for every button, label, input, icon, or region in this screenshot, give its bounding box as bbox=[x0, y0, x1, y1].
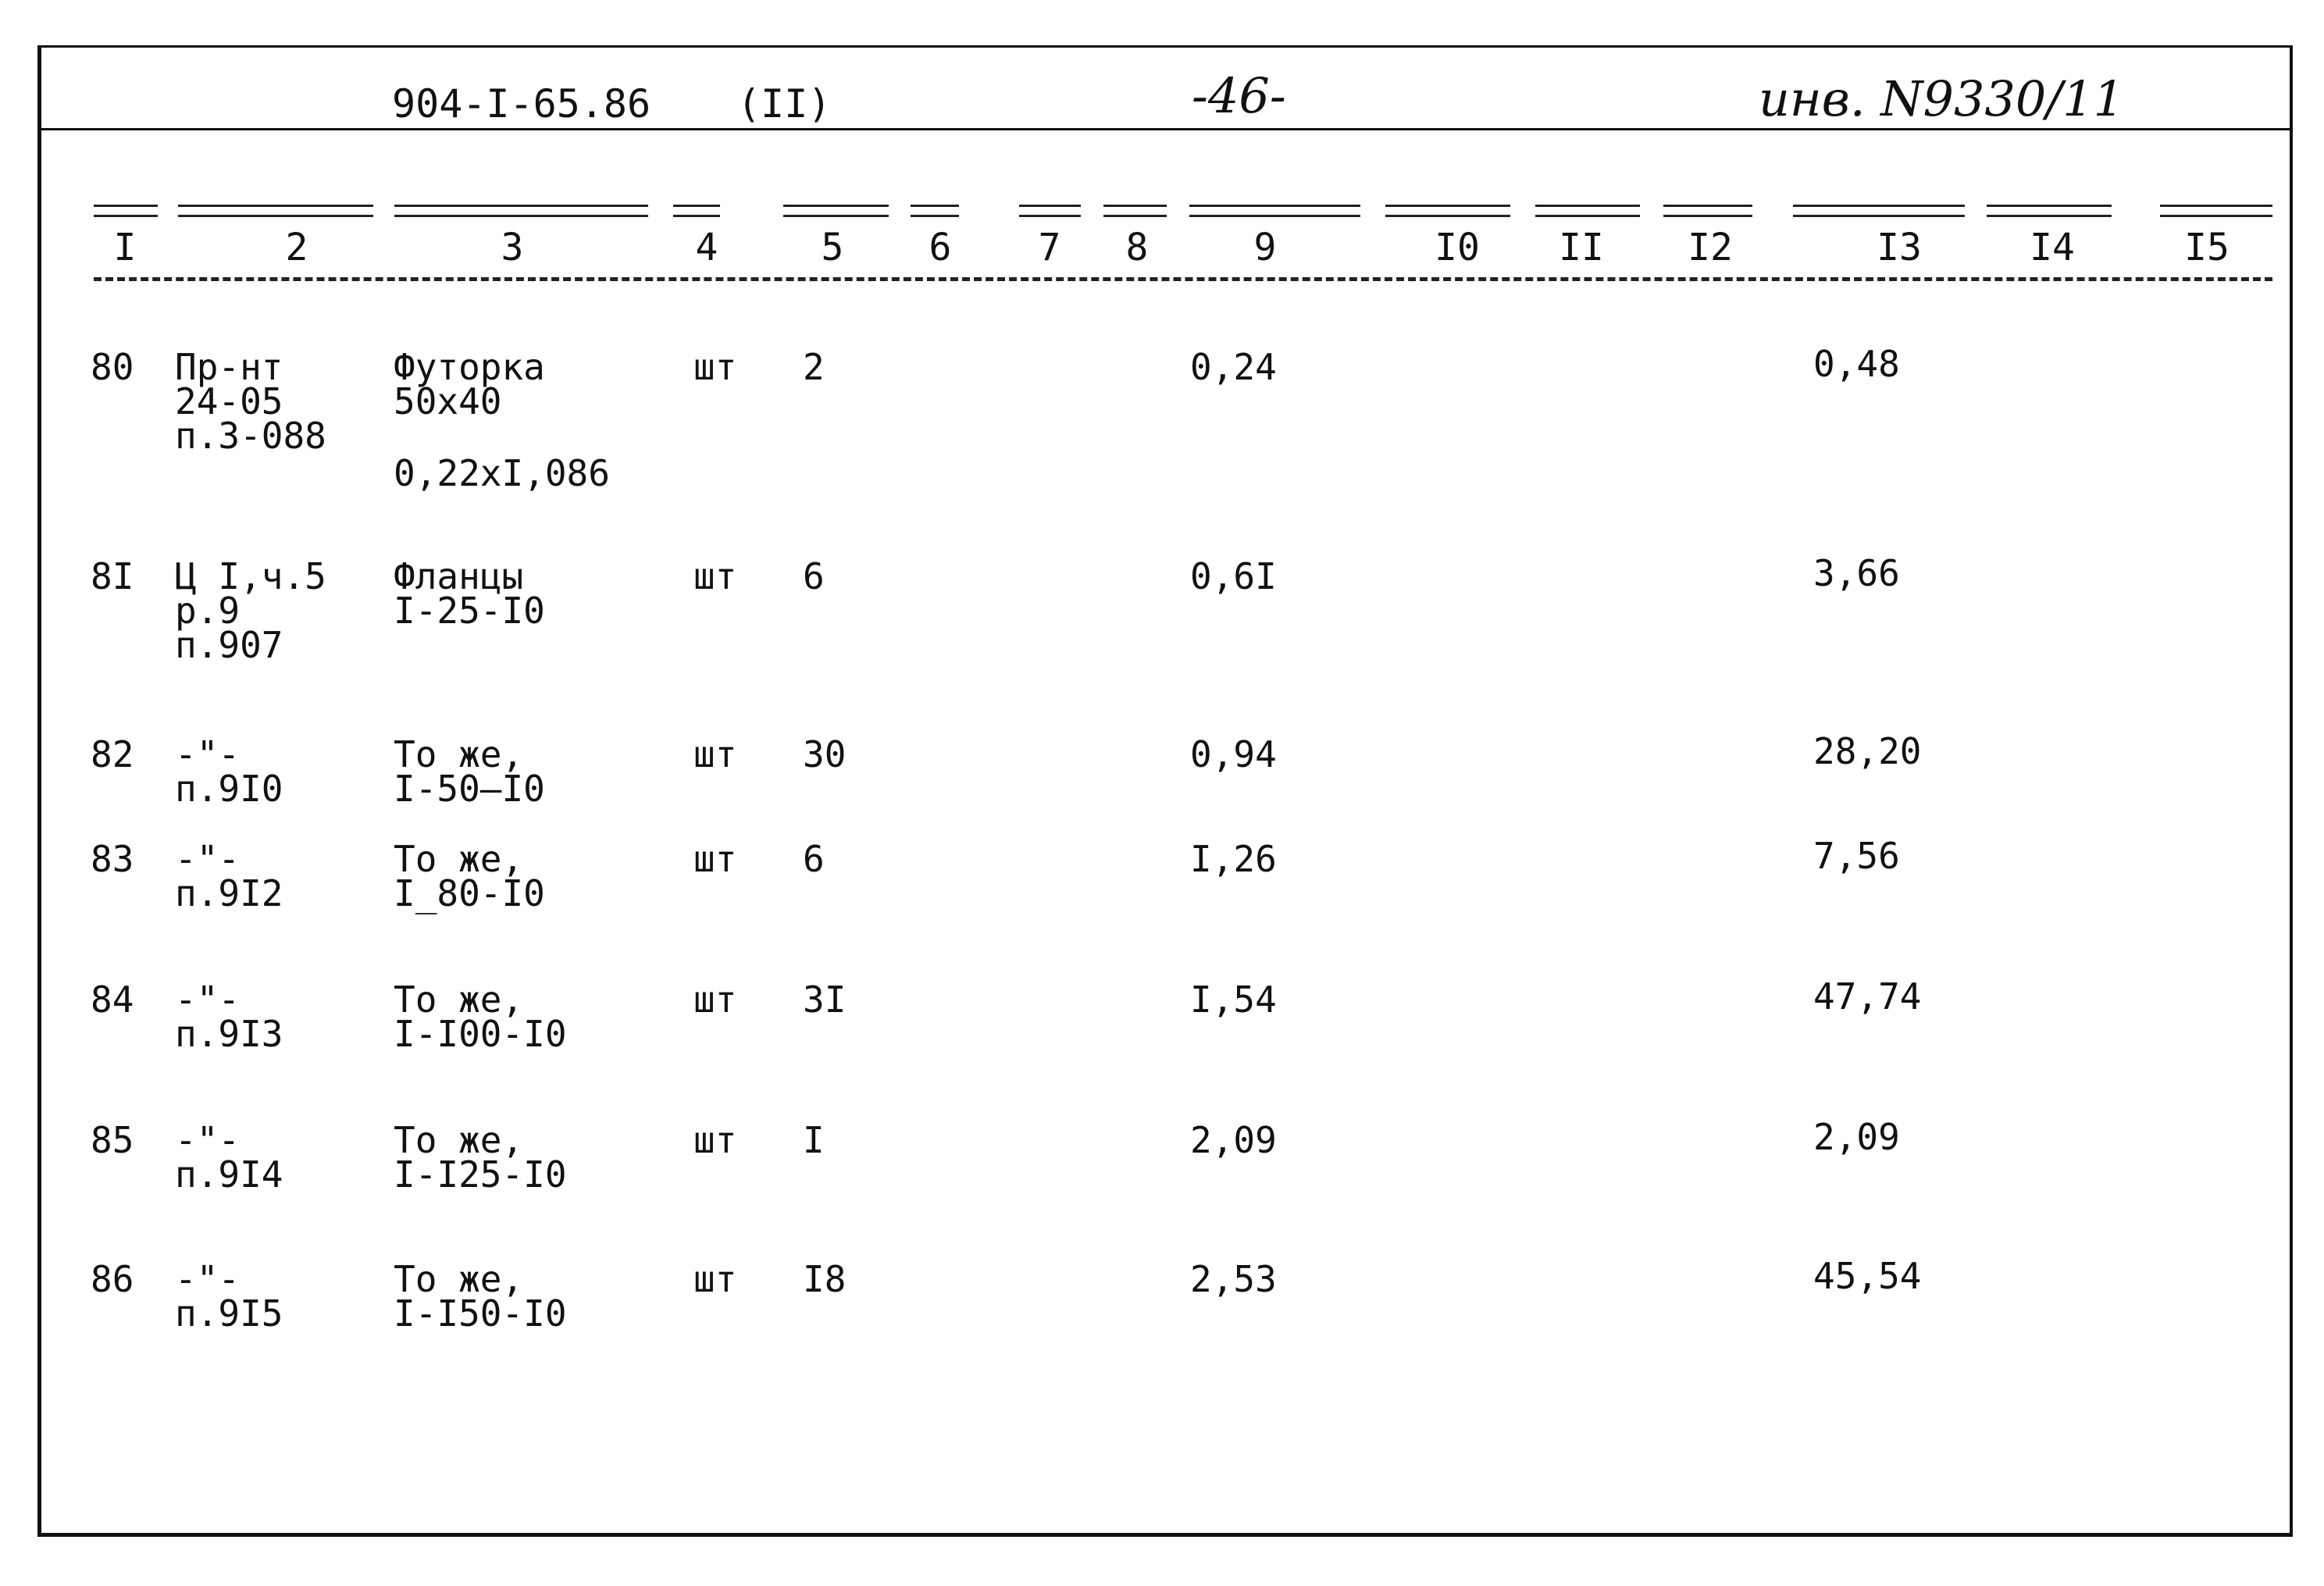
page-frame bbox=[37, 45, 2293, 1537]
row-number: 82 bbox=[91, 733, 134, 775]
column-number: I5 bbox=[2184, 226, 2230, 269]
row-number: 85 bbox=[91, 1119, 134, 1161]
row-item-dimension: 0,22хI,086 bbox=[394, 452, 610, 494]
row-number: 80 bbox=[91, 346, 134, 388]
row-number: 86 bbox=[91, 1258, 134, 1300]
row-quantity: I8 bbox=[803, 1258, 847, 1300]
row-item-name: То же, I_80-I0 bbox=[394, 838, 545, 914]
column-rule-6 bbox=[911, 205, 959, 217]
column-number: I3 bbox=[1877, 226, 1922, 269]
row-quantity: 2 bbox=[803, 346, 825, 388]
row-unit: шт bbox=[693, 555, 737, 597]
column-number: I2 bbox=[1688, 226, 1733, 269]
column-rule-11 bbox=[1535, 205, 1640, 217]
document-code: 904-I-65.86 bbox=[392, 81, 651, 127]
column-number: I bbox=[113, 226, 137, 269]
row-quantity: 6 bbox=[803, 838, 825, 880]
row-number: 83 bbox=[91, 838, 134, 880]
row-unit-price: 2,09 bbox=[1190, 1119, 1277, 1161]
row-unit: шт bbox=[693, 1258, 737, 1300]
row-total: 2,09 bbox=[1813, 1116, 1900, 1158]
column-rule-14 bbox=[1987, 205, 2112, 217]
column-rule-15 bbox=[2160, 205, 2272, 217]
row-item-name: То же, I-50—I0 bbox=[394, 733, 545, 810]
row-item-name: То же, I-I50-I0 bbox=[394, 1258, 567, 1335]
row-total: 47,74 bbox=[1813, 975, 1922, 1018]
column-number: 3 bbox=[501, 226, 524, 269]
row-item-name: То же, I-I00-I0 bbox=[394, 978, 567, 1055]
column-number: 9 bbox=[1253, 226, 1277, 269]
inventory-number: инв. N9330/11 bbox=[1759, 70, 2125, 127]
row-unit-price: 0,94 bbox=[1190, 733, 1277, 775]
row-reference: -"- п.9I2 bbox=[175, 838, 283, 914]
row-reference: Пр-нт 24-05 п.3-088 bbox=[175, 346, 326, 457]
column-number: II bbox=[1559, 226, 1604, 269]
document-part: (II) bbox=[737, 81, 832, 127]
row-quantity: 6 bbox=[803, 555, 825, 597]
row-unit: шт bbox=[693, 978, 737, 1021]
row-unit-price: 0,6I bbox=[1190, 555, 1277, 597]
row-number: 84 bbox=[91, 978, 134, 1021]
page-number: -46- bbox=[1192, 67, 1286, 124]
row-number: 8I bbox=[91, 555, 134, 597]
column-rule-13 bbox=[1793, 205, 1965, 217]
column-rule-8 bbox=[1103, 205, 1167, 217]
column-rule-10 bbox=[1385, 205, 1510, 217]
column-number: 2 bbox=[285, 226, 308, 269]
row-unit: шт bbox=[693, 838, 737, 880]
row-total: 28,20 bbox=[1813, 730, 1922, 772]
header-divider bbox=[37, 128, 2293, 130]
column-rule-9 bbox=[1189, 205, 1360, 217]
column-rule-3 bbox=[394, 205, 648, 217]
column-number: I4 bbox=[2030, 226, 2075, 269]
column-rule-4 bbox=[673, 205, 720, 217]
column-number: 5 bbox=[821, 226, 844, 269]
row-reference: -"- п.9I5 bbox=[175, 1258, 283, 1335]
column-rule-1 bbox=[94, 205, 158, 217]
row-quantity: 30 bbox=[803, 733, 847, 775]
column-number: 6 bbox=[929, 226, 952, 269]
row-unit: шт bbox=[693, 1119, 737, 1161]
row-item-name: Фланцы I-25-I0 bbox=[394, 555, 545, 632]
row-unit: шт bbox=[693, 733, 737, 775]
row-reference: Ц I,ч.5 р.9 п.907 bbox=[175, 555, 326, 666]
row-unit-price: I,54 bbox=[1190, 978, 1277, 1021]
column-rule-2 bbox=[178, 205, 373, 217]
row-item-name: То же, I-I25-I0 bbox=[394, 1119, 567, 1196]
row-unit-price: 0,24 bbox=[1190, 346, 1277, 388]
column-number: 4 bbox=[695, 226, 718, 269]
row-unit: шт bbox=[693, 346, 737, 388]
column-rule-5 bbox=[783, 205, 889, 217]
row-total: 0,48 bbox=[1813, 343, 1900, 385]
column-rule-12 bbox=[1663, 205, 1752, 217]
row-total: 7,56 bbox=[1813, 835, 1900, 877]
row-unit-price: I,26 bbox=[1190, 838, 1277, 880]
column-number: I0 bbox=[1435, 226, 1480, 269]
column-number: 8 bbox=[1125, 226, 1149, 269]
row-total: 45,54 bbox=[1813, 1255, 1922, 1297]
row-quantity: I bbox=[803, 1119, 825, 1161]
row-item-name: Футорка 50х40 bbox=[394, 346, 545, 422]
column-rule-7 bbox=[1019, 205, 1081, 217]
column-number: 7 bbox=[1038, 226, 1061, 269]
row-total: 3,66 bbox=[1813, 552, 1900, 594]
row-reference: -"- п.9I0 bbox=[175, 733, 283, 810]
row-quantity: 3I bbox=[803, 978, 847, 1021]
row-reference: -"- п.9I4 bbox=[175, 1119, 283, 1196]
row-reference: -"- п.9I3 bbox=[175, 978, 283, 1055]
row-unit-price: 2,53 bbox=[1190, 1258, 1277, 1300]
column-header-underline bbox=[94, 277, 2272, 281]
